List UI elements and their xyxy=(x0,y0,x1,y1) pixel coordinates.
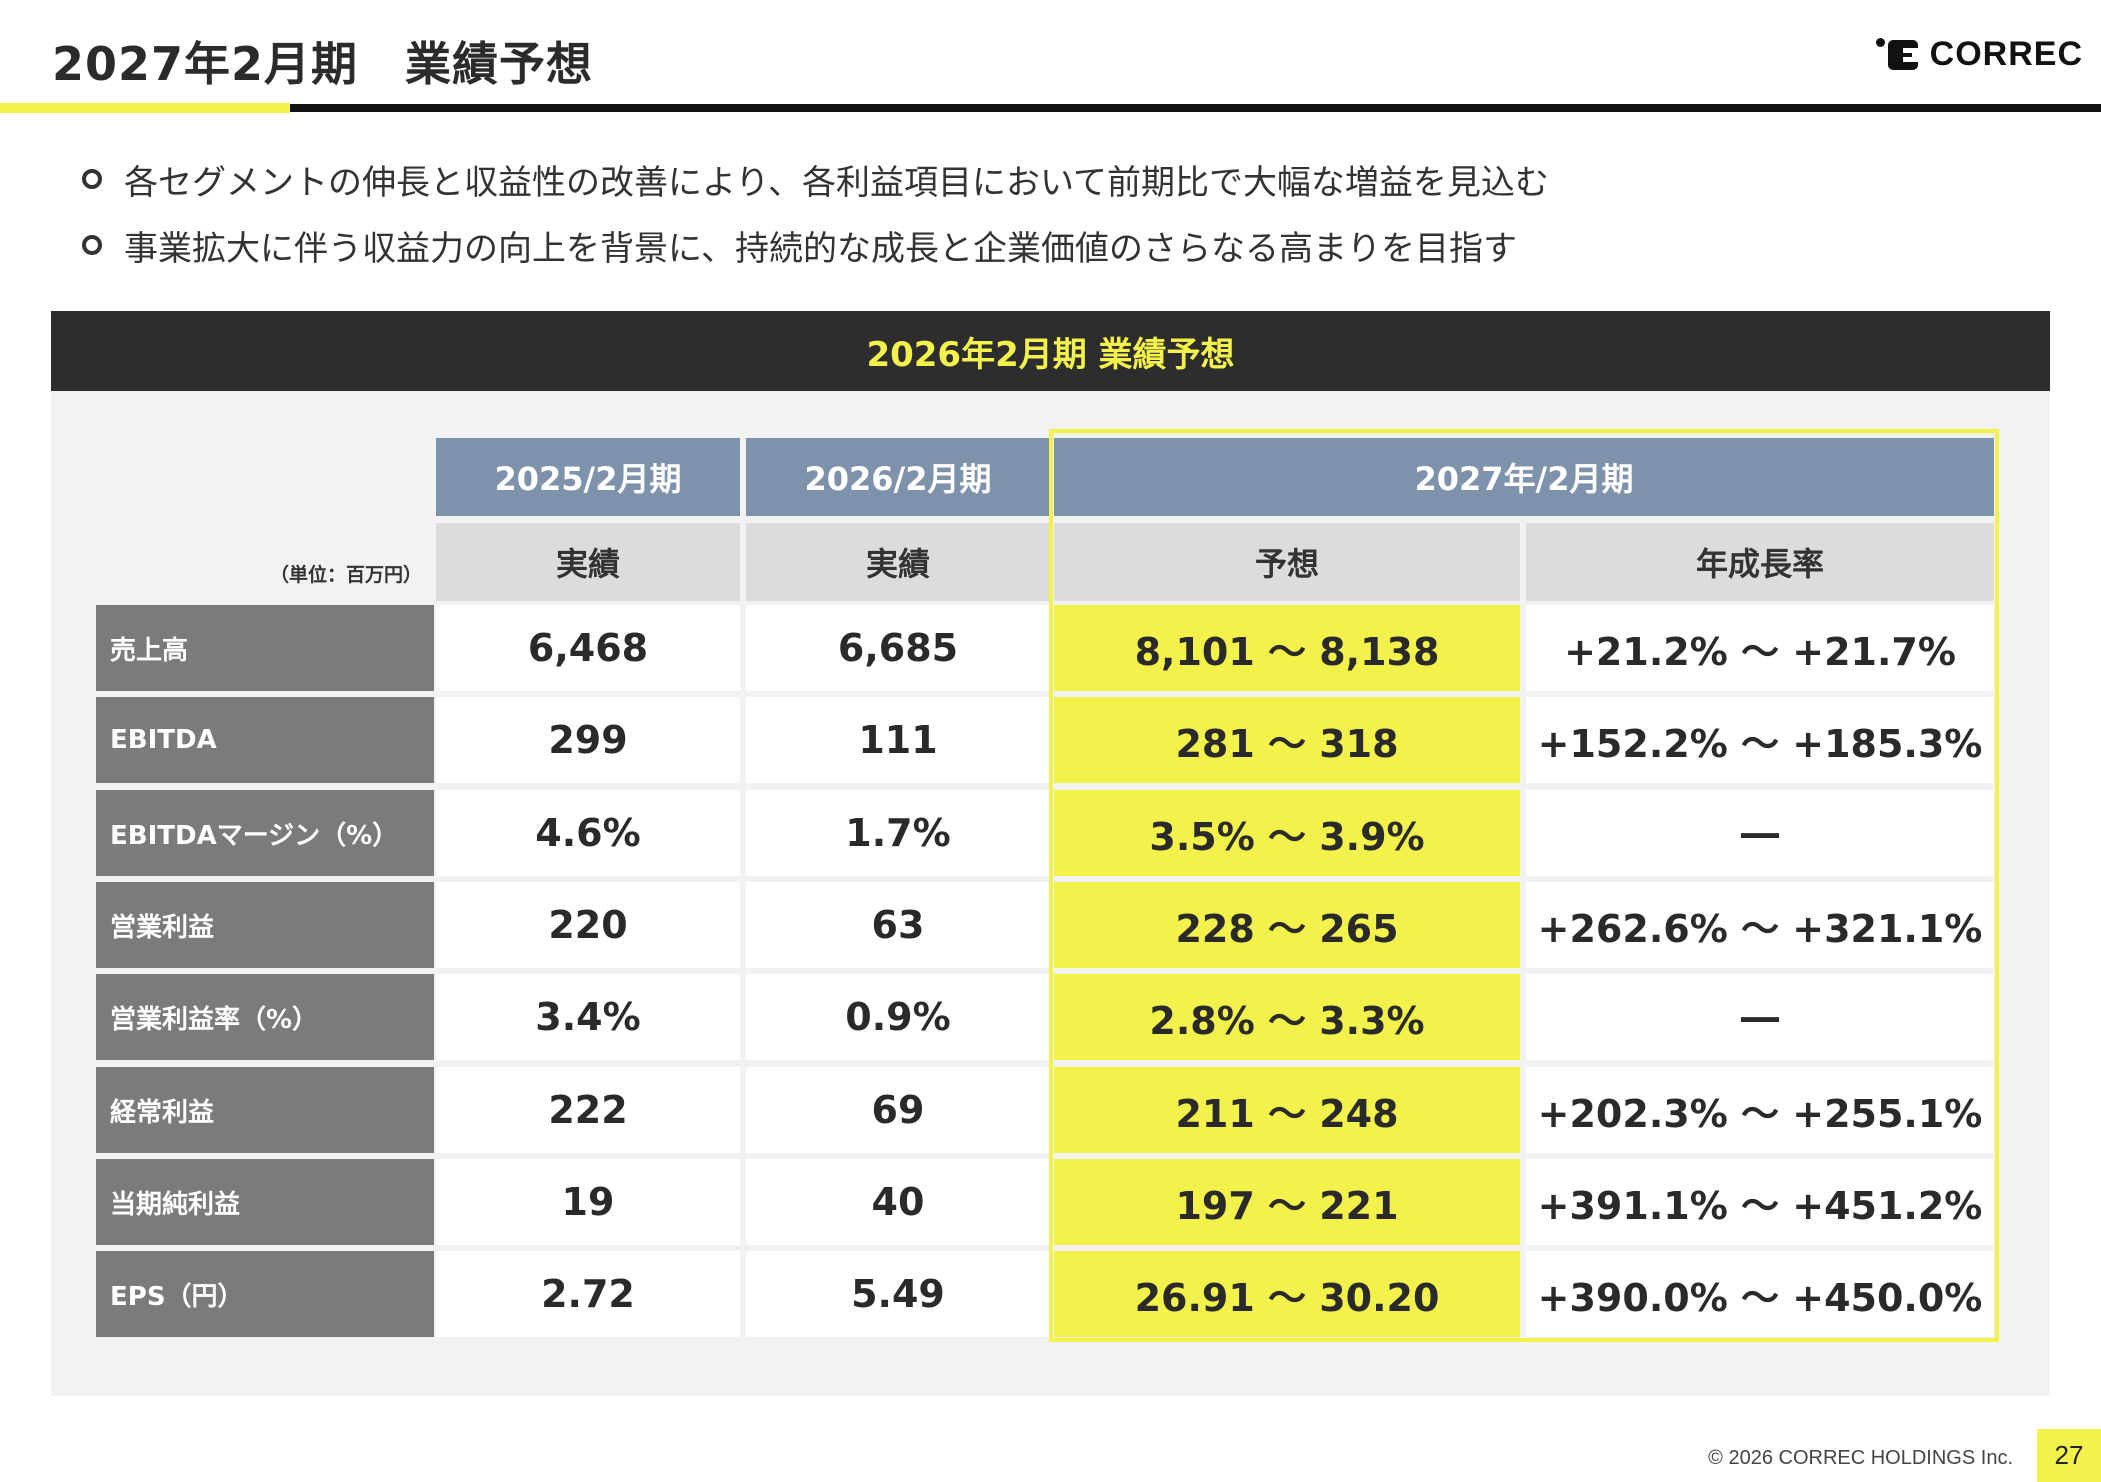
value-fy2026: 1.7% xyxy=(746,790,1050,876)
value-forecast: 26.91 〜 30.20 xyxy=(1054,1251,1520,1337)
value-fy2025: 220 xyxy=(436,882,740,968)
value-fy2026: 69 xyxy=(746,1067,1050,1153)
subheader-growth: 年成長率 xyxy=(1526,523,1994,601)
header-rule-accent xyxy=(0,103,290,113)
value-forecast: 211 〜 248 xyxy=(1054,1067,1520,1153)
bullet-circle-icon xyxy=(82,169,102,189)
year-header-fy2025: 2025/2月期 xyxy=(436,438,740,516)
value-growth: +262.6% 〜 +321.1% xyxy=(1526,882,1994,968)
value-forecast: 197 〜 221 xyxy=(1054,1159,1520,1245)
bullet-circle-icon xyxy=(82,235,102,255)
value-fy2025: 19 xyxy=(436,1159,740,1245)
row-label: 営業利益率（%） xyxy=(96,974,434,1060)
bullet-item: 各セグメントの伸長と収益性の改善により、各利益項目において前期比で大幅な増益を見… xyxy=(82,146,1549,212)
year-header-fy2027: 2027年/2月期 xyxy=(1054,438,1994,516)
value-fy2025: 2.72 xyxy=(436,1251,740,1337)
value-growth: +390.0% 〜 +450.0% xyxy=(1526,1251,1994,1337)
bullet-item: 事業拡大に伴う収益力の向上を背景に、持続的な成長と企業価値のさらなる高まりを目指… xyxy=(82,212,1549,278)
value-forecast: 281 〜 318 xyxy=(1054,697,1520,783)
row-label: 当期純利益 xyxy=(96,1159,434,1245)
value-growth: +202.3% 〜 +255.1% xyxy=(1526,1067,1994,1153)
summary-bullets: 各セグメントの伸長と収益性の改善により、各利益項目において前期比で大幅な増益を見… xyxy=(82,146,1549,278)
year-header-fy2026: 2026/2月期 xyxy=(746,438,1050,516)
value-growth: +152.2% 〜 +185.3% xyxy=(1526,697,1994,783)
company-logo[interactable]: CORREC xyxy=(1875,34,2083,74)
subheader-forecast: 予想 xyxy=(1054,523,1520,601)
value-fy2026: 6,685 xyxy=(746,605,1050,691)
value-fy2025: 6,468 xyxy=(436,605,740,691)
value-fy2026: 0.9% xyxy=(746,974,1050,1060)
correc-logo-mark-icon xyxy=(1875,36,1920,72)
page-title: 2027年2月期 業績予想 xyxy=(52,37,594,91)
value-forecast: 2.8% 〜 3.3% xyxy=(1054,974,1520,1060)
value-fy2025: 299 xyxy=(436,697,740,783)
value-forecast: 228 〜 265 xyxy=(1054,882,1520,968)
header-rule xyxy=(290,104,2101,112)
value-fy2026: 40 xyxy=(746,1159,1050,1245)
value-fy2025: 3.4% xyxy=(436,974,740,1060)
subheader-actual: 実績 xyxy=(746,523,1050,601)
subheader-actual: 実績 xyxy=(436,523,740,601)
logo-text: CORREC xyxy=(1929,34,2083,73)
value-forecast: 8,101 〜 8,138 xyxy=(1054,605,1520,691)
section-title: 2026年2月期 業績予想 xyxy=(51,311,2050,391)
unit-label: （単位：百万円） xyxy=(269,564,422,586)
value-fy2025: 4.6% xyxy=(436,790,740,876)
value-growth: ― xyxy=(1526,974,1994,1060)
value-forecast: 3.5% 〜 3.9% xyxy=(1054,790,1520,876)
row-label: EBITDA xyxy=(96,697,434,783)
value-fy2026: 5.49 xyxy=(746,1251,1050,1337)
value-fy2026: 111 xyxy=(746,697,1050,783)
row-label: 売上高 xyxy=(96,605,434,691)
value-growth: ― xyxy=(1526,790,1994,876)
row-label: 営業利益 xyxy=(96,882,434,968)
row-label: EBITDAマージン（%） xyxy=(96,790,434,876)
value-growth: +21.2% 〜 +21.7% xyxy=(1526,605,1994,691)
row-label: EPS（円） xyxy=(96,1251,434,1337)
row-label: 経常利益 xyxy=(96,1067,434,1153)
value-growth: +391.1% 〜 +451.2% xyxy=(1526,1159,1994,1245)
value-fy2025: 222 xyxy=(436,1067,740,1153)
value-fy2026: 63 xyxy=(746,882,1050,968)
bullet-text: 事業拡大に伴う収益力の向上を背景に、持続的な成長と企業価値のさらなる高まりを目指… xyxy=(124,228,1517,269)
copyright: © 2026 CORREC HOLDINGS Inc. xyxy=(1708,1447,2013,1469)
page-number: 27 xyxy=(2037,1429,2101,1482)
bullet-text: 各セグメントの伸長と収益性の改善により、各利益項目において前期比で大幅な増益を見… xyxy=(124,162,1549,203)
